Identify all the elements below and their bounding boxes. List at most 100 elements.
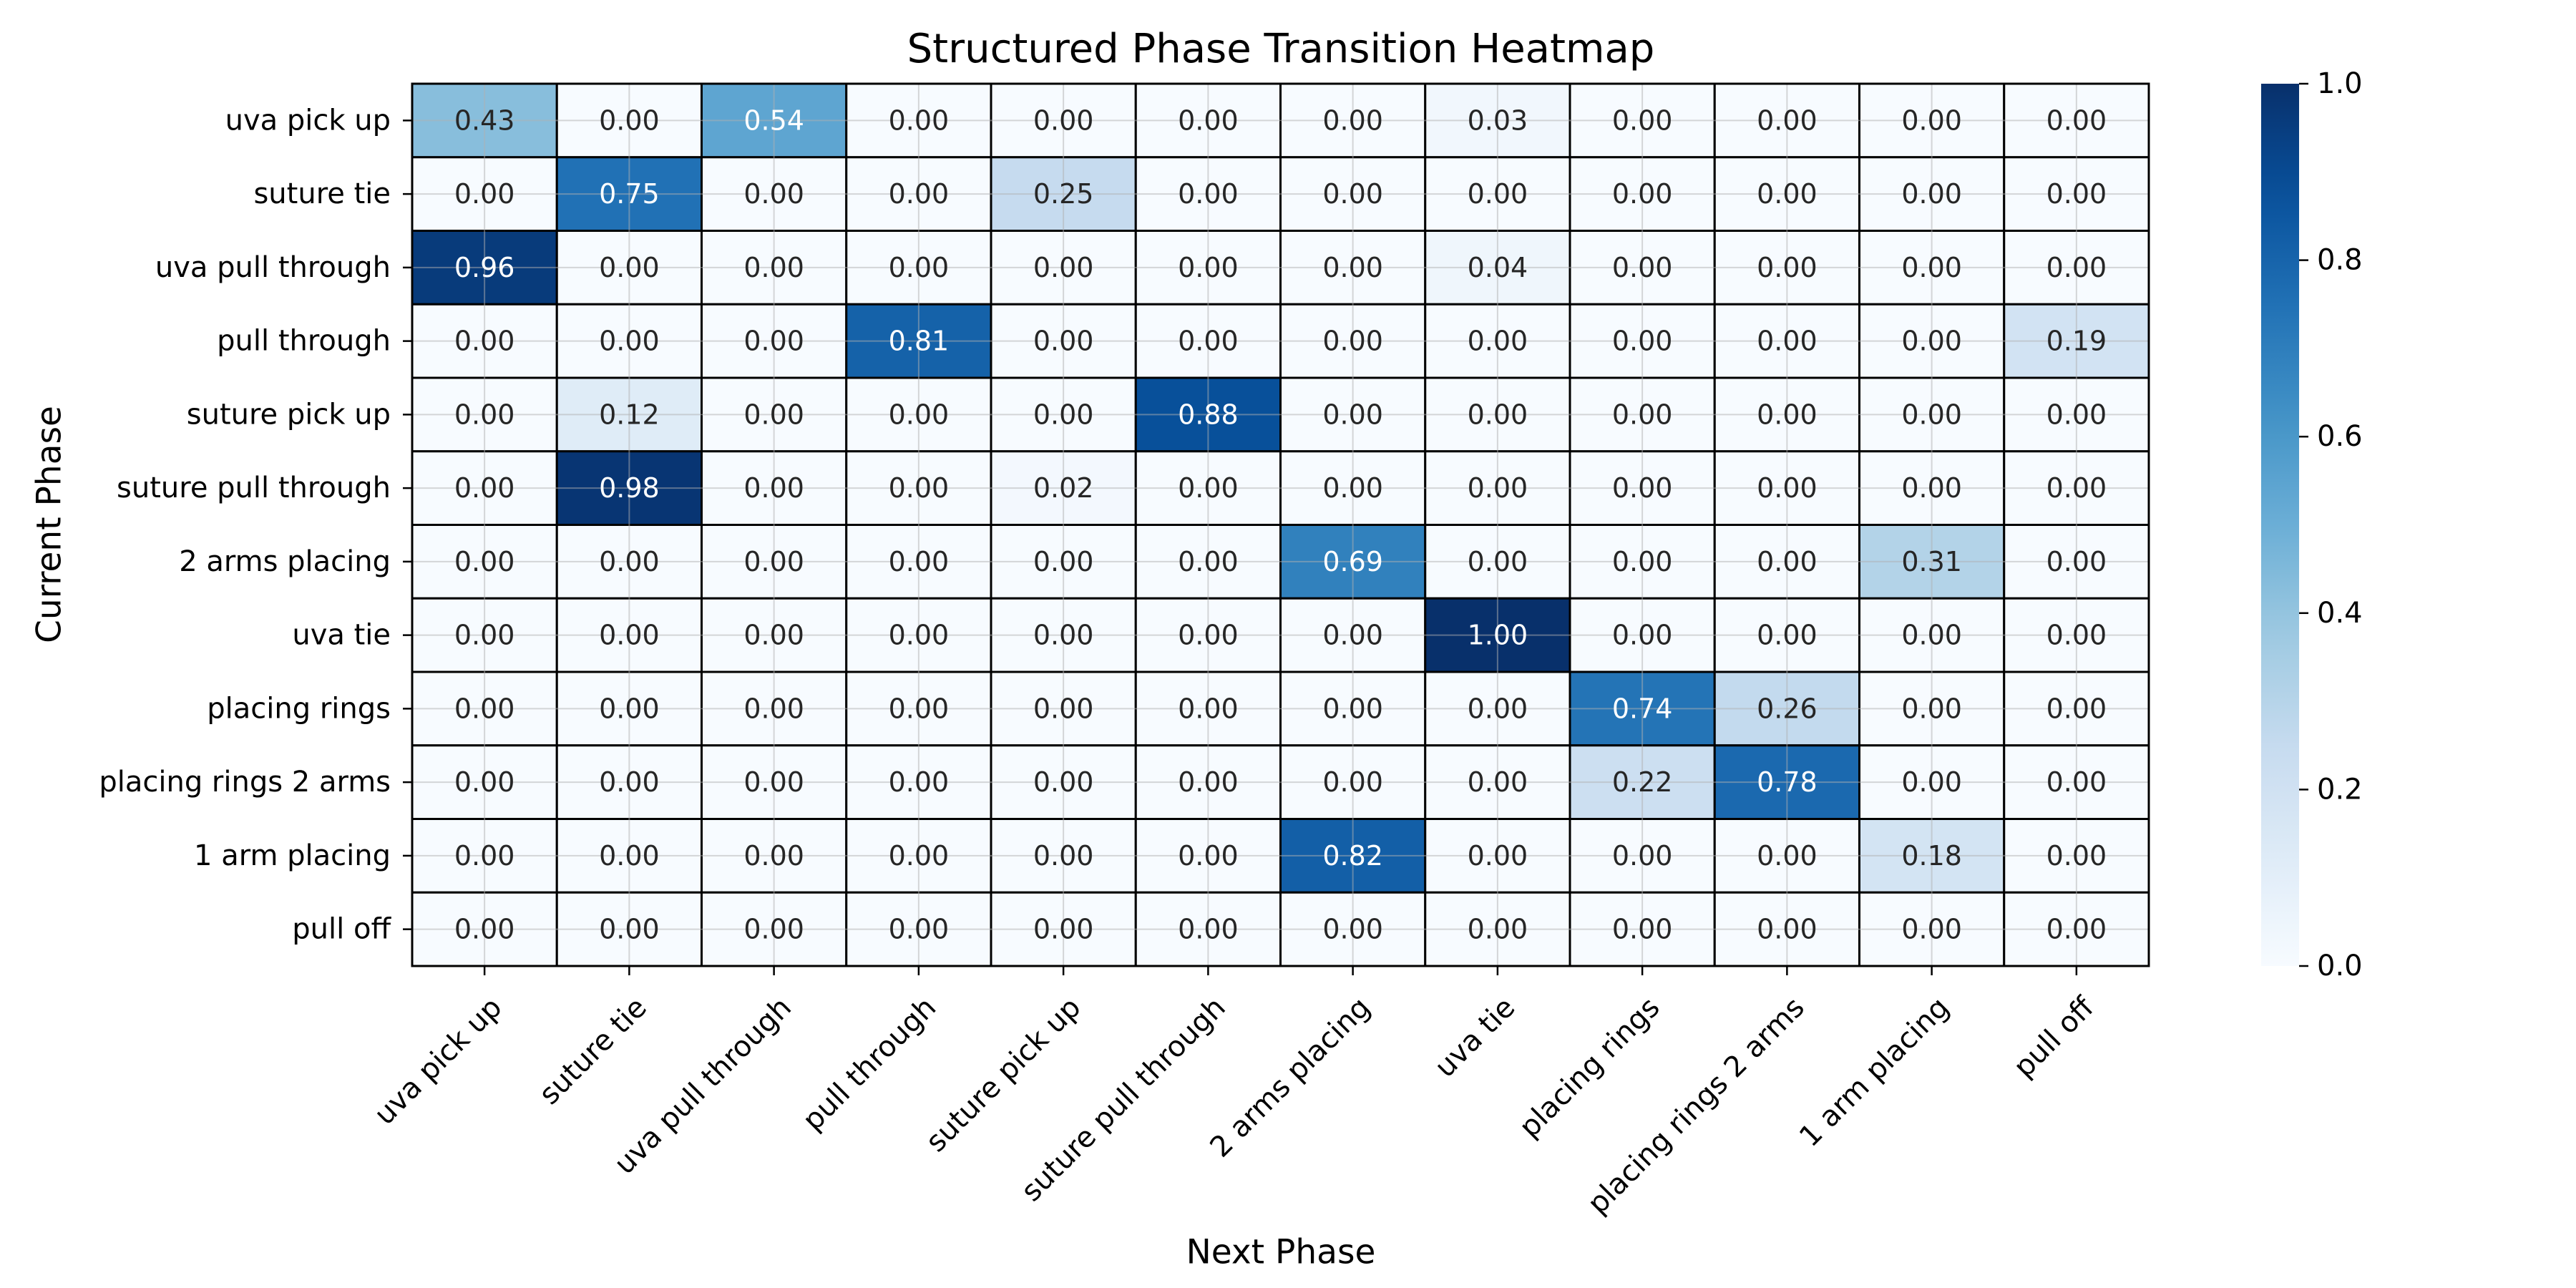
cell-value-label: 0.04 [1468, 252, 1528, 283]
cell-value-label: 0.00 [599, 104, 660, 136]
cell-value-label: 0.00 [2046, 766, 2107, 798]
cell-value-label: 0.00 [889, 472, 950, 504]
cell-value-label: 0.00 [1468, 693, 1528, 724]
cell-value-label: 0.00 [2046, 914, 2107, 945]
cell-value-label: 0.00 [2046, 693, 2107, 724]
cell-value-label: 0.22 [1612, 766, 1673, 798]
colorbar-tick-label: 0.0 [2317, 950, 2363, 982]
cell-value-label: 0.00 [1033, 399, 1094, 430]
y-tick-label: pull off [292, 913, 391, 946]
y-tick-label: uva pull through [155, 251, 391, 284]
cell-value-label: 0.25 [1033, 178, 1094, 210]
cell-value-label: 0.96 [454, 252, 515, 283]
cell-value-label: 0.82 [1322, 840, 1383, 872]
cell-value-label: 0.00 [1901, 104, 1962, 136]
cell-value-label: 0.00 [889, 104, 950, 136]
cell-value-label: 0.00 [1033, 766, 1094, 798]
cell-value-label: 0.98 [599, 472, 660, 504]
cell-value-label: 0.00 [743, 472, 804, 504]
cell-value-label: 0.00 [1901, 620, 1962, 651]
cell-value-label: 0.00 [599, 326, 660, 357]
cell-value-label: 0.00 [1033, 326, 1094, 357]
cell-value-label: 0.00 [889, 178, 950, 210]
cell-value-label: 0.00 [2046, 178, 2107, 210]
cell-value-label: 0.00 [743, 252, 804, 283]
cell-value-label: 0.00 [1612, 620, 1673, 651]
cell-value-label: 0.00 [1322, 399, 1383, 430]
cell-value-label: 0.00 [2046, 472, 2107, 504]
cell-value-label: 0.00 [1178, 546, 1239, 577]
cell-value-label: 0.00 [599, 766, 660, 798]
cell-value-label: 0.00 [1178, 840, 1239, 872]
cell-value-label: 0.00 [1757, 399, 1818, 430]
cell-value-label: 0.00 [1901, 178, 1962, 210]
cell-value-label: 0.00 [743, 840, 804, 872]
cell-value-label: 0.00 [743, 914, 804, 945]
cell-value-label: 0.00 [1468, 472, 1528, 504]
colorbar-tick-label: 1.0 [2317, 67, 2363, 100]
cell-value-label: 0.00 [1612, 104, 1673, 136]
y-axis-label: Current Phase [30, 406, 69, 643]
cell-value-label: 0.00 [2046, 546, 2107, 577]
chart-title: Structured Phase Transition Heatmap [907, 26, 1655, 72]
y-tick-label: suture pick up [187, 398, 391, 431]
y-tick-label: suture tie [253, 177, 391, 210]
cell-value-label: 0.02 [1033, 472, 1094, 504]
cell-value-label: 0.00 [599, 620, 660, 651]
cell-value-label: 0.00 [1468, 326, 1528, 357]
cell-value-label: 0.00 [1178, 766, 1239, 798]
cell-value-label: 0.00 [1322, 252, 1383, 283]
cell-value-label: 0.00 [1322, 620, 1383, 651]
cell-value-label: 0.00 [1322, 693, 1383, 724]
cell-value-label: 0.00 [1757, 178, 1818, 210]
cell-value-label: 0.00 [599, 914, 660, 945]
cell-value-label: 0.00 [1757, 104, 1818, 136]
cell-value-label: 0.03 [1468, 104, 1528, 136]
x-axis-label: Next Phase [1186, 1233, 1376, 1272]
cell-value-label: 0.00 [743, 693, 804, 724]
cell-value-label: 1.00 [1468, 620, 1528, 651]
cell-value-label: 0.00 [1757, 326, 1818, 357]
cell-value-label: 0.78 [1757, 766, 1818, 798]
cell-value-label: 0.81 [889, 326, 950, 357]
cell-value-label: 0.00 [1757, 472, 1818, 504]
cell-value-label: 0.00 [454, 178, 515, 210]
cell-value-label: 0.00 [1033, 252, 1094, 283]
heatmap-gridlines [411, 82, 2150, 967]
colorbar: 0.0 0.2 0.4 0.6 0.8 1.0 [2261, 67, 2363, 982]
cell-value-label: 0.69 [1322, 546, 1383, 577]
cell-value-label: 0.74 [1612, 693, 1673, 724]
cell-value-label: 0.19 [2046, 326, 2107, 357]
cell-value-label: 0.00 [1757, 620, 1818, 651]
cell-value-label: 0.00 [1468, 766, 1528, 798]
colorbar-tick-label: 0.2 [2317, 773, 2363, 806]
cell-value-label: 0.00 [889, 840, 950, 872]
cell-value-label: 0.00 [599, 252, 660, 283]
cell-value-label: 0.31 [1901, 546, 1962, 577]
cell-value-label: 0.00 [1033, 914, 1094, 945]
cell-value-label: 0.00 [743, 399, 804, 430]
cell-value-label: 0.00 [1178, 620, 1239, 651]
cell-annotations: 0.43 0.00 0.54 0.00 0.00 0.00 0.00 0.03 0.00 0.00… [454, 104, 2107, 945]
cell-value-label: 0.00 [1322, 326, 1383, 357]
cell-value-label: 0.00 [1612, 399, 1673, 430]
cell-value-label: 0.00 [1178, 326, 1239, 357]
cell-value-label: 0.00 [454, 766, 515, 798]
cell-value-label: 0.00 [1757, 252, 1818, 283]
cell-value-label: 0.00 [1178, 693, 1239, 724]
cell-value-label: 0.00 [2046, 840, 2107, 872]
cell-value-label: 0.00 [1322, 472, 1383, 504]
cell-value-label: 0.00 [889, 399, 950, 430]
cell-value-label: 0.00 [889, 766, 950, 798]
cell-value-label: 0.00 [1612, 472, 1673, 504]
cell-value-label: 0.00 [1322, 104, 1383, 136]
cell-value-label: 0.18 [1901, 840, 1962, 872]
cell-value-label: 0.00 [1901, 326, 1962, 357]
cell-value-label: 0.00 [1901, 766, 1962, 798]
cell-value-label: 0.00 [2046, 620, 2107, 651]
y-tick-label: uva tie [292, 619, 391, 652]
cell-value-label: 0.00 [1033, 620, 1094, 651]
y-tick-label: suture pull through [117, 472, 391, 504]
cell-value-label: 0.00 [1901, 252, 1962, 283]
